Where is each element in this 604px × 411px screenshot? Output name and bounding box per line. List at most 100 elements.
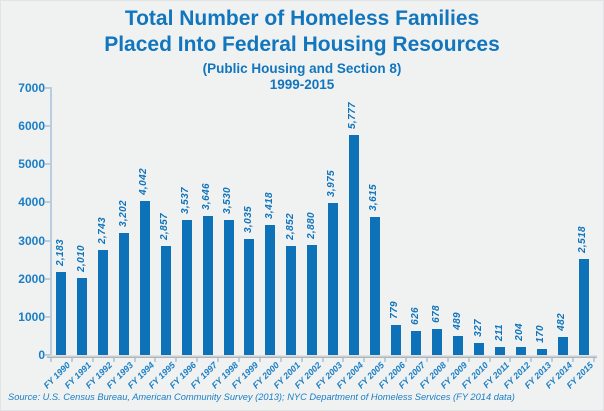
x-axis-tick [488, 358, 491, 362]
y-axis-tick [45, 201, 50, 204]
bar-value-label: 2,743 [96, 217, 108, 245]
bar [139, 200, 150, 355]
x-axis-tick [50, 358, 52, 362]
x-axis-tick [425, 358, 428, 362]
bar [348, 134, 359, 355]
x-axis-tick [175, 358, 178, 362]
x-axis-tick [91, 358, 94, 362]
x-axis-tick [446, 358, 449, 362]
y-axis-tick [45, 277, 50, 280]
bar [474, 342, 485, 355]
y-axis-tick [45, 239, 50, 242]
y-axis-line [50, 87, 52, 356]
bar-value-label: 2,183 [54, 238, 66, 266]
bar-value-label: 3,202 [117, 199, 129, 227]
bar-value-label: 678 [430, 305, 442, 324]
x-axis-tick [363, 358, 366, 362]
x-axis-tick [112, 358, 115, 362]
x-axis-tick [467, 358, 470, 362]
bar [98, 250, 109, 355]
x-axis-tick [321, 358, 324, 362]
bar-value-label: 3,615 [368, 184, 380, 212]
y-axis-label: 3000 [18, 233, 45, 248]
bar-value-label: 482 [556, 312, 568, 331]
bar [327, 203, 338, 355]
x-axis-tick [551, 358, 554, 362]
bar [244, 239, 255, 355]
y-axis-label: 2000 [18, 271, 45, 286]
bar [495, 346, 506, 355]
bar [223, 220, 234, 355]
bar [202, 215, 213, 355]
bar [578, 258, 589, 355]
chart-date-range: 1999-2015 [269, 77, 335, 92]
bar-value-label: 3,537 [180, 187, 192, 215]
bar-value-label: 3,035 [242, 206, 254, 234]
bar-value-label: 5,777 [347, 101, 359, 129]
bar-value-label: 3,975 [326, 170, 338, 198]
y-axis-tick [45, 354, 50, 356]
y-axis-label: 4000 [18, 195, 45, 210]
bar-value-label: 779 [389, 301, 401, 320]
chart-title-line1: Total Number of Homeless Families [124, 7, 480, 30]
x-axis-tick [300, 358, 303, 362]
y-axis-label: 1000 [18, 309, 45, 324]
x-axis-tick [530, 358, 533, 362]
x-axis-tick [572, 358, 575, 362]
bar-value-label: 327 [472, 318, 484, 337]
x-axis-tick [342, 358, 345, 362]
bar [307, 245, 318, 355]
bar [557, 336, 568, 355]
bar-value-label: 4,042 [138, 167, 150, 195]
bar [286, 246, 297, 355]
y-axis-tick [45, 87, 50, 89]
source-note: Source: U.S. Census Bureau, American Com… [8, 392, 515, 402]
x-axis-tick [196, 358, 199, 362]
bar [265, 224, 276, 355]
bar-value-label: 3,646 [201, 182, 213, 210]
x-axis-tick [509, 358, 512, 362]
y-axis-label: 7000 [18, 81, 45, 95]
bar [536, 348, 547, 355]
x-axis-tick [279, 358, 282, 362]
x-axis-line [47, 355, 597, 358]
x-axis-tick [593, 358, 595, 362]
bar-value-label: 211 [493, 323, 505, 341]
x-axis-tick [384, 358, 387, 362]
bar [160, 246, 171, 355]
bar [119, 232, 130, 355]
bar [432, 329, 443, 355]
bar [453, 336, 464, 355]
y-axis-label: 5000 [18, 157, 45, 172]
x-axis-tick [217, 358, 220, 362]
y-axis-tick [45, 163, 50, 166]
x-axis-tick [154, 358, 157, 362]
bar-value-label: 2,518 [577, 225, 589, 253]
y-axis-label: 6000 [18, 119, 45, 134]
bar-value-label: 2,880 [305, 212, 317, 240]
x-axis-tick [237, 358, 240, 362]
chart-title-line2: Placed Into Federal Housing Resources [104, 33, 500, 56]
x-axis-tick [405, 358, 408, 362]
bar [369, 217, 380, 355]
x-axis-tick [258, 358, 261, 362]
y-axis-label: 0 [38, 348, 45, 362]
bar-value-label: 489 [451, 312, 463, 331]
x-axis-tick [133, 358, 136, 362]
chart-subtitle: (Public Housing and Section 8) [202, 61, 402, 76]
bar [515, 347, 526, 355]
y-axis-tick [45, 315, 50, 318]
bar [411, 331, 422, 355]
bar-value-label: 3,530 [222, 187, 234, 215]
bar-value-label: 626 [409, 307, 421, 326]
y-axis-tick [45, 125, 50, 128]
bar [181, 220, 192, 355]
bar-value-label: 2,852 [284, 213, 296, 241]
bar-value-label: 2,857 [159, 213, 171, 241]
bar-value-label: 2,010 [75, 245, 87, 273]
bar [56, 271, 67, 355]
bar [390, 325, 401, 355]
bar-value-label: 3,418 [263, 191, 275, 219]
bar [77, 278, 88, 355]
